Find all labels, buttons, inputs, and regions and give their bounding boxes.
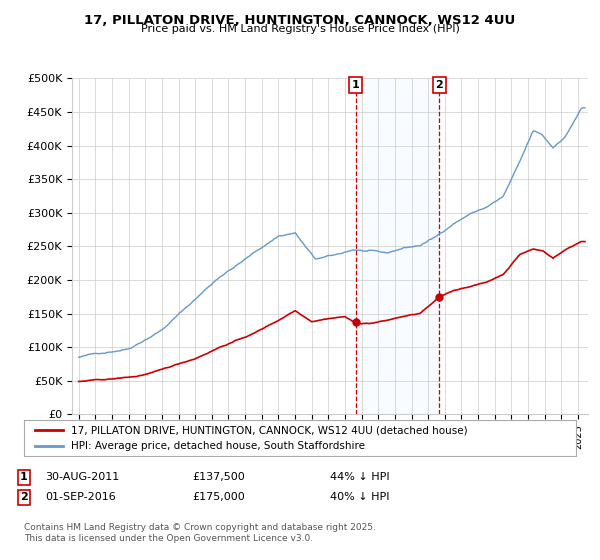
Bar xyxy=(356,78,439,414)
Text: HPI: Average price, detached house, South Staffordshire: HPI: Average price, detached house, Sout… xyxy=(71,441,365,451)
Text: £137,500: £137,500 xyxy=(192,472,245,482)
Text: 44% ↓ HPI: 44% ↓ HPI xyxy=(330,472,389,482)
Text: 40% ↓ HPI: 40% ↓ HPI xyxy=(330,492,389,502)
Text: 1: 1 xyxy=(352,80,359,90)
Text: £175,000: £175,000 xyxy=(192,492,245,502)
Text: Price paid vs. HM Land Registry's House Price Index (HPI): Price paid vs. HM Land Registry's House … xyxy=(140,24,460,34)
Text: Contains HM Land Registry data © Crown copyright and database right 2025.
This d: Contains HM Land Registry data © Crown c… xyxy=(24,524,376,543)
Text: 30-AUG-2011: 30-AUG-2011 xyxy=(45,472,119,482)
Text: 01-SEP-2016: 01-SEP-2016 xyxy=(45,492,116,502)
Text: 1: 1 xyxy=(20,472,28,482)
Text: 2: 2 xyxy=(20,492,28,502)
Text: 2: 2 xyxy=(436,80,443,90)
Text: 17, PILLATON DRIVE, HUNTINGTON, CANNOCK, WS12 4UU: 17, PILLATON DRIVE, HUNTINGTON, CANNOCK,… xyxy=(85,14,515,27)
Text: 17, PILLATON DRIVE, HUNTINGTON, CANNOCK, WS12 4UU (detached house): 17, PILLATON DRIVE, HUNTINGTON, CANNOCK,… xyxy=(71,425,467,435)
